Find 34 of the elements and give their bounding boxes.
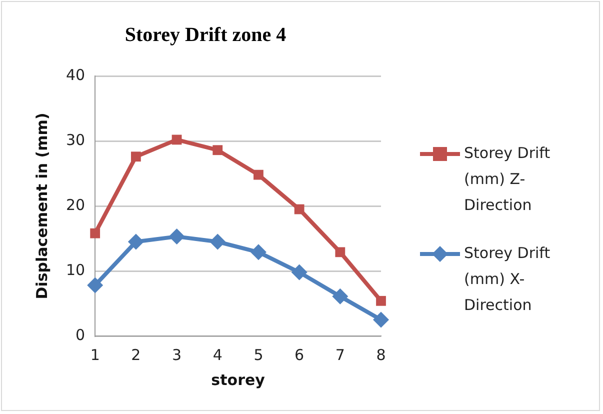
chart-title: Storey Drift zone 4 (124, 24, 286, 46)
point (168, 228, 185, 245)
y-tick-label: 40 (66, 66, 86, 84)
x-tick-label: 3 (172, 346, 182, 364)
x-tick-label: 2 (131, 346, 141, 364)
x-tick-label: 7 (335, 346, 345, 364)
point (294, 204, 304, 214)
point (376, 296, 386, 306)
point (291, 264, 308, 280)
x-tick-label: 1 (90, 346, 100, 364)
point (332, 288, 348, 304)
point (128, 234, 144, 250)
point (130, 152, 141, 162)
point (212, 145, 223, 156)
legend-label: Storey Drift (mm) X-Direction (464, 243, 552, 316)
point (250, 244, 266, 260)
point (335, 247, 346, 258)
legend-label: Storey Drift (mm) Z-Direction (464, 143, 552, 216)
y-tick-label: 10 (66, 260, 86, 279)
x-tick-label: 6 (294, 346, 304, 364)
y-tick-label: 20 (66, 196, 86, 214)
point (90, 228, 100, 238)
point (172, 134, 182, 145)
x-axis-title: storey (211, 370, 266, 389)
x-tick-label: 4 (212, 346, 222, 364)
y-tick-label: 0 (76, 326, 86, 344)
y-axis-title: Displacement in (mm) (32, 112, 51, 300)
x-tick-label: 5 (254, 346, 264, 364)
point (373, 312, 389, 328)
point (210, 234, 226, 250)
point (254, 170, 264, 180)
point (87, 277, 104, 294)
x-tick-label: 8 (376, 346, 386, 364)
y-tick-label: 30 (66, 130, 86, 149)
